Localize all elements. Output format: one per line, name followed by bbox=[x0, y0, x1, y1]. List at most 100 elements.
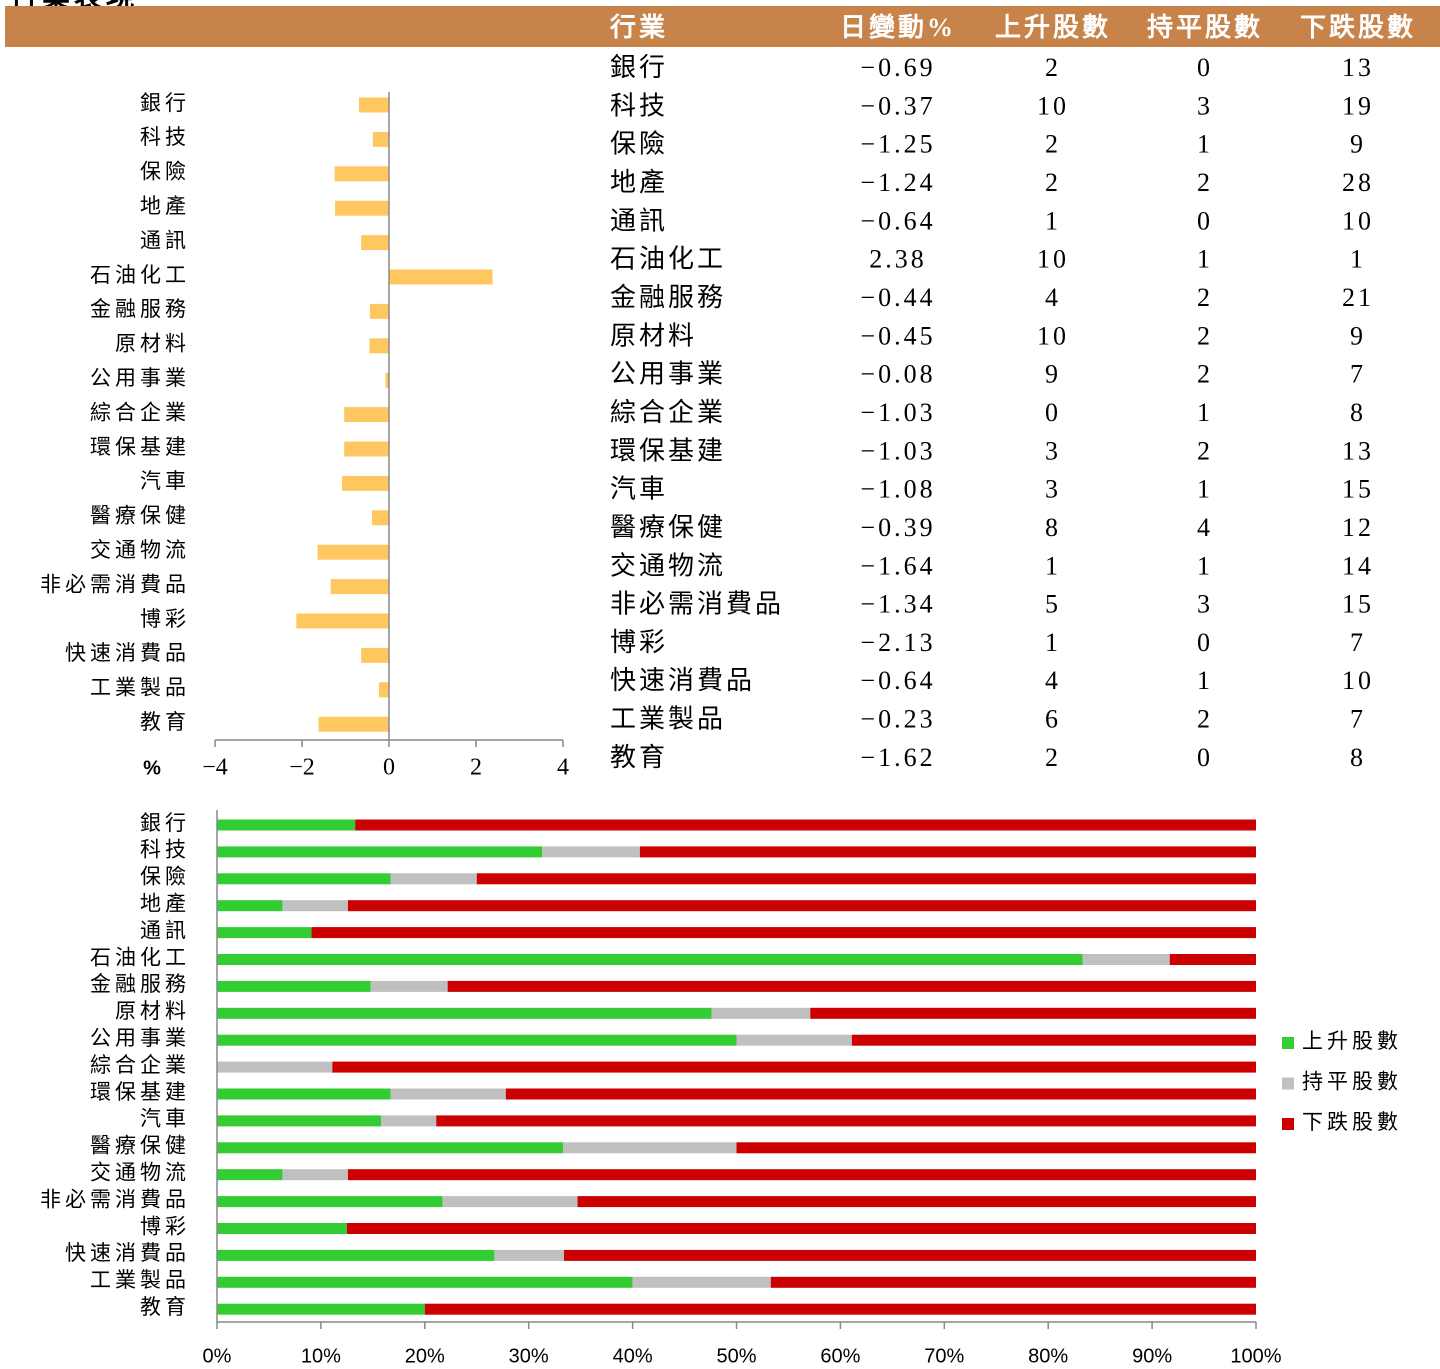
bar-segment bbox=[564, 1249, 1256, 1261]
y-tick-label: 原材料 bbox=[115, 999, 190, 1023]
table-cell: 3 bbox=[1197, 590, 1213, 619]
y-tick-label: 非必需消費品 bbox=[40, 572, 190, 596]
table-cell: 綜合企業 bbox=[610, 398, 726, 427]
bar-segment bbox=[736, 1142, 1256, 1154]
y-tick-label: 醫療保健 bbox=[90, 504, 190, 528]
header-bar bbox=[5, 6, 1440, 47]
table-cell: 工業製品 bbox=[610, 705, 726, 734]
table-cell: 公用事業 bbox=[610, 360, 726, 389]
bar bbox=[334, 166, 389, 182]
y-tick-label: 綜合企業 bbox=[90, 400, 190, 424]
x-tick-label: 0% bbox=[203, 1345, 232, 1367]
y-tick-label: 地產 bbox=[140, 194, 190, 218]
y-tick-label: 交通物流 bbox=[90, 1161, 190, 1185]
y-tick-label: 金融服務 bbox=[90, 972, 190, 996]
bar-segment bbox=[347, 900, 1256, 912]
x-tick-label: 0 bbox=[383, 755, 395, 781]
table-cell: 0 bbox=[1197, 53, 1213, 82]
y-tick-label: 工業製品 bbox=[90, 1268, 190, 1292]
table-cell: 13 bbox=[1342, 436, 1374, 465]
table-cell: 1 bbox=[1045, 628, 1061, 657]
bar bbox=[358, 97, 389, 113]
y-tick-label: 非必需消費品 bbox=[40, 1187, 190, 1211]
bar-segment bbox=[770, 1276, 1256, 1288]
table-cell: 保險 bbox=[610, 130, 668, 159]
table-cell: −0.39 bbox=[860, 513, 935, 542]
table-cell: 9 bbox=[1350, 321, 1366, 350]
bar-segment bbox=[1169, 954, 1256, 965]
table-cell: 0 bbox=[1197, 628, 1213, 657]
x-tick-label: −2 bbox=[289, 755, 315, 781]
table-cell: 2 bbox=[1045, 168, 1061, 197]
table-cell: −0.44 bbox=[860, 283, 935, 312]
table-cell: 15 bbox=[1342, 590, 1374, 619]
table-header: 下跌股數 bbox=[1300, 13, 1416, 42]
y-tick-label: 醫療保健 bbox=[90, 1134, 190, 1158]
table-cell: 1 bbox=[1197, 666, 1213, 695]
bar-segment bbox=[217, 1196, 443, 1208]
table-cell: 10 bbox=[1037, 91, 1069, 120]
table-cell: −1.34 bbox=[860, 590, 935, 619]
y-tick-label: 科技 bbox=[140, 125, 190, 149]
bar-segment bbox=[1082, 954, 1170, 965]
y-tick-label: 銀行 bbox=[140, 811, 190, 835]
y-tick-label: 博彩 bbox=[140, 607, 190, 631]
legend-swatch bbox=[1282, 1037, 1294, 1049]
y-tick-label: 汽車 bbox=[140, 469, 190, 493]
table-cell: 15 bbox=[1342, 475, 1374, 504]
table-cell: 1 bbox=[1197, 130, 1213, 159]
bar-segment bbox=[381, 1115, 437, 1127]
bar-segment bbox=[632, 1276, 771, 1288]
table-header: 行業 bbox=[609, 12, 668, 42]
table-cell: 汽車 bbox=[610, 475, 668, 504]
table-header: 日變動% bbox=[840, 12, 956, 42]
bar-segment bbox=[562, 1142, 737, 1154]
table-cell: 3 bbox=[1197, 91, 1213, 120]
y-tick-label: 環保基建 bbox=[90, 435, 190, 459]
table-cell: −0.64 bbox=[860, 666, 935, 695]
bar-segment bbox=[355, 819, 1256, 831]
table-cell: −1.08 bbox=[860, 475, 935, 504]
table-cell: 4 bbox=[1045, 666, 1061, 695]
bar-segment bbox=[217, 954, 1083, 965]
table-cell: 3 bbox=[1045, 475, 1061, 504]
bar bbox=[330, 579, 389, 595]
table-cell: 4 bbox=[1197, 513, 1213, 542]
bar-segment bbox=[311, 927, 1256, 939]
table-cell: 0 bbox=[1197, 743, 1213, 772]
bar-segment bbox=[217, 1088, 391, 1100]
bar bbox=[344, 407, 389, 423]
bar-segment bbox=[542, 846, 640, 858]
bar bbox=[335, 200, 389, 216]
table-cell: 10 bbox=[1037, 245, 1069, 274]
table-cell: 快速消費品 bbox=[610, 666, 755, 695]
table-cell: 5 bbox=[1045, 590, 1061, 619]
bar bbox=[372, 131, 389, 147]
table-cell: 8 bbox=[1350, 743, 1366, 772]
table-cell: 通訊 bbox=[610, 206, 668, 235]
table-cell: 14 bbox=[1342, 551, 1374, 580]
table-cell: 教育 bbox=[610, 743, 668, 772]
bar bbox=[389, 269, 493, 285]
table-cell: 非必需消費品 bbox=[610, 590, 784, 619]
bar-segment bbox=[639, 846, 1256, 858]
table-cell: 8 bbox=[1350, 398, 1366, 427]
table-cell: 4 bbox=[1045, 283, 1061, 312]
x-tick-label: 2 bbox=[470, 755, 482, 781]
table-cell: 28 bbox=[1342, 168, 1374, 197]
table-cell: −1.62 bbox=[860, 743, 935, 772]
bar bbox=[385, 372, 389, 388]
bar-segment bbox=[217, 1223, 347, 1234]
bar-segment bbox=[217, 819, 356, 831]
bar-segment bbox=[217, 980, 371, 992]
y-tick-label: 通訊 bbox=[140, 228, 190, 252]
table-cell: −1.03 bbox=[860, 436, 935, 465]
bar bbox=[369, 303, 389, 319]
x-tick-label: −4 bbox=[202, 755, 228, 781]
table-cell: 2 bbox=[1197, 321, 1213, 350]
table-cell: 金融服務 bbox=[610, 283, 726, 312]
bar-segment bbox=[217, 1169, 283, 1181]
x-tick-label: 80% bbox=[1028, 1345, 1068, 1367]
table-cell: 交通物流 bbox=[610, 551, 726, 580]
x-axis-label: % bbox=[143, 757, 161, 779]
